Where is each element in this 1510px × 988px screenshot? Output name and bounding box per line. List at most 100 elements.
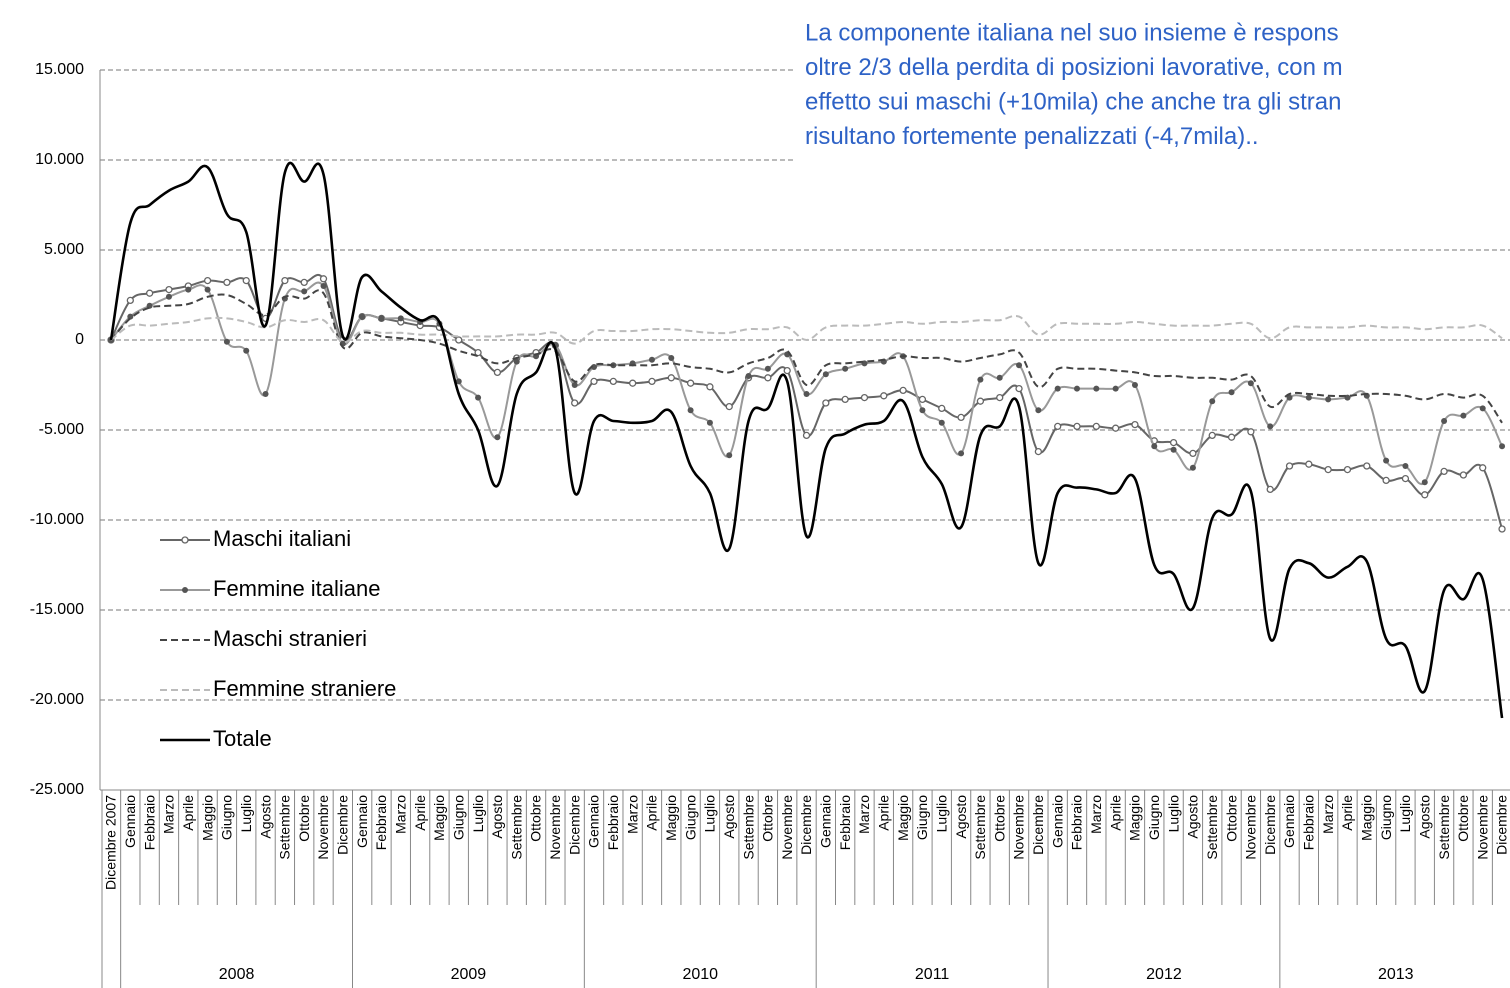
point xyxy=(165,293,172,300)
point xyxy=(745,373,752,379)
x-tick-label: Maggio xyxy=(895,795,911,841)
y-tick-label: 10.000 xyxy=(35,151,84,168)
x-tick-label: Marzo xyxy=(1088,795,1104,834)
point xyxy=(1208,431,1216,440)
legend-label: Femmine straniere xyxy=(213,676,396,701)
x-tick-label: Aprile xyxy=(1107,795,1123,831)
x-tick-label: Novembre xyxy=(1474,795,1490,860)
y-tick-label: 15.000 xyxy=(35,61,84,78)
x-tick-label: Febbraio xyxy=(837,795,853,850)
point xyxy=(1111,424,1120,432)
point xyxy=(1498,525,1506,533)
x-tick-label: Dicembre 2007 xyxy=(103,795,119,890)
point xyxy=(919,407,926,414)
point xyxy=(802,431,811,440)
x-tick-label: Novembre xyxy=(315,795,331,860)
point xyxy=(126,296,134,305)
point xyxy=(1267,423,1274,430)
point xyxy=(1034,447,1043,456)
point xyxy=(977,376,984,383)
x-tick-label: Dicembre xyxy=(1262,795,1278,855)
point xyxy=(493,368,502,377)
legend-label: Maschi italiani xyxy=(213,526,351,551)
point xyxy=(1035,407,1042,414)
x-tick-label: Novembre xyxy=(547,795,563,860)
y-tick-label: -20.000 xyxy=(30,691,84,708)
y-tick-label: -15.000 xyxy=(30,601,84,618)
x-tick-label: Aprile xyxy=(1339,795,1355,831)
x-tick-label: Luglio xyxy=(1397,795,1413,833)
x-tick-label: Settembre xyxy=(508,795,524,860)
x-tick-label: Marzo xyxy=(161,795,177,834)
x-tick-label: Ottobre xyxy=(296,795,312,842)
point xyxy=(378,315,385,322)
x-tick-label: Settembre xyxy=(1436,795,1452,860)
point xyxy=(1015,384,1023,393)
series-line xyxy=(110,314,1503,345)
x-tick-label: Giugno xyxy=(1146,795,1162,840)
point xyxy=(181,536,189,544)
point xyxy=(706,419,713,426)
legend-label: Totale xyxy=(213,726,272,751)
point xyxy=(609,377,617,386)
point xyxy=(1383,457,1390,464)
point xyxy=(764,365,771,372)
x-tick-label: Luglio xyxy=(238,795,254,833)
point xyxy=(648,356,655,363)
point xyxy=(726,452,733,459)
x-tick-label: Ottobre xyxy=(760,795,776,842)
x-tick-label: Agosto xyxy=(1416,795,1432,839)
series-line xyxy=(110,289,1503,424)
point xyxy=(938,419,945,426)
point xyxy=(204,286,211,293)
point xyxy=(957,413,965,422)
point xyxy=(300,278,308,287)
series-line xyxy=(109,161,1504,719)
point xyxy=(1054,385,1061,392)
x-tick-label: Giugno xyxy=(1378,795,1394,840)
annotation: La componente italiana nel suo insieme è… xyxy=(805,19,1339,46)
series-line xyxy=(110,281,1503,485)
point xyxy=(1459,471,1468,479)
point xyxy=(1285,462,1294,470)
x-tick-label: Gennaio xyxy=(1049,795,1065,848)
x-tick-label: Settembre xyxy=(1204,795,1220,860)
x-tick-label: Maggio xyxy=(1359,795,1375,841)
point xyxy=(1402,463,1409,469)
x-tick-label: Luglio xyxy=(1165,795,1181,833)
point xyxy=(1209,398,1216,405)
annotation: risultano fortemente penalizzati (-4,7mi… xyxy=(805,123,1259,150)
point xyxy=(1401,474,1410,483)
point xyxy=(1016,362,1023,369)
point xyxy=(1325,396,1332,403)
point xyxy=(301,288,308,295)
point xyxy=(1247,428,1255,436)
x-tick-label: Novembre xyxy=(779,795,795,860)
point xyxy=(725,402,733,411)
point xyxy=(1479,405,1486,412)
point xyxy=(320,283,327,289)
point xyxy=(668,355,675,361)
point xyxy=(242,276,250,285)
x-tick-label: Settembre xyxy=(277,795,293,860)
point xyxy=(1092,422,1100,431)
x-tick-label: Febbraio xyxy=(1301,795,1317,850)
point xyxy=(958,450,965,457)
point xyxy=(628,379,637,387)
x-tick-label: Febbraio xyxy=(605,795,621,850)
x-tick-label: Maggio xyxy=(431,795,447,841)
x-tick-label: Febbraio xyxy=(373,795,389,850)
point xyxy=(571,399,579,407)
x-tick-label: Settembre xyxy=(740,795,756,860)
x-tick-label: Agosto xyxy=(721,795,737,839)
x-tick-label: Luglio xyxy=(470,795,486,833)
point xyxy=(1228,389,1235,396)
x-tick-label: Agosto xyxy=(953,795,969,839)
point xyxy=(571,382,578,388)
point xyxy=(1074,385,1080,392)
point xyxy=(494,434,501,441)
x-tick-label: Dicembre xyxy=(798,795,814,855)
point xyxy=(938,404,946,413)
x-tick-label: Gennaio xyxy=(354,795,370,848)
point xyxy=(996,393,1004,402)
